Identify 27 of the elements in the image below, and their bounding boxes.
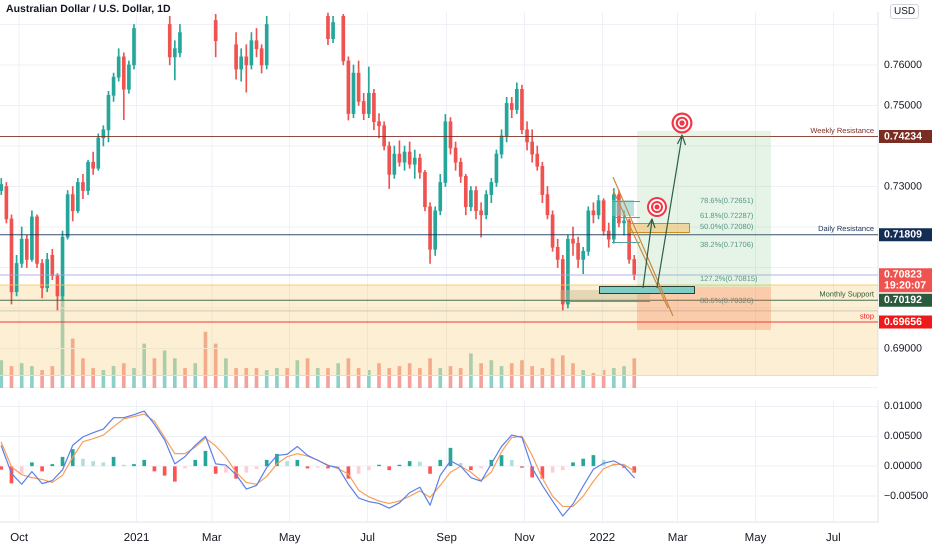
y-tick-label: 0.00500 — [884, 430, 922, 442]
y-tick-label: 0.71809 — [884, 228, 922, 241]
x-tick-label: Jul — [360, 532, 375, 544]
y-tick-label: 0.75000 — [884, 99, 922, 112]
y-tick-label: 0.69656 — [884, 316, 922, 328]
y-tick-label: 0.73000 — [884, 180, 922, 192]
x-tick-label: Mar — [202, 532, 222, 544]
x-tick-label: Mar — [668, 532, 688, 544]
x-tick-label: May — [744, 532, 767, 544]
y-tick-label: 0.69000 — [884, 342, 922, 354]
y-tick-label: 0.70823 — [884, 268, 922, 281]
x-tick-label: May — [278, 532, 301, 544]
y-tick-label: 0.00000 — [884, 460, 922, 472]
y-tick-label: 0.01000 — [884, 400, 922, 412]
y-tick-label: 0.70192 — [884, 294, 922, 306]
y-tick-label: 0.74234 — [884, 130, 922, 142]
y-tick-label: −0.00500 — [884, 490, 928, 502]
y-axis-title: USD — [890, 4, 920, 19]
x-tick-label: Nov — [514, 532, 535, 544]
chart-title: Australian Dollar / U.S. Dollar, 1D — [6, 3, 171, 15]
x-tick-label: 2021 — [124, 532, 150, 544]
x-tick-label: Jul — [826, 532, 841, 544]
x-tick-label: Sep — [436, 532, 457, 544]
text: 19:20:07 — [884, 280, 926, 292]
x-tick-label: Oct — [10, 532, 29, 544]
y-tick-label: 0.76000 — [884, 58, 922, 71]
x-tick-label: 2022 — [590, 532, 616, 544]
